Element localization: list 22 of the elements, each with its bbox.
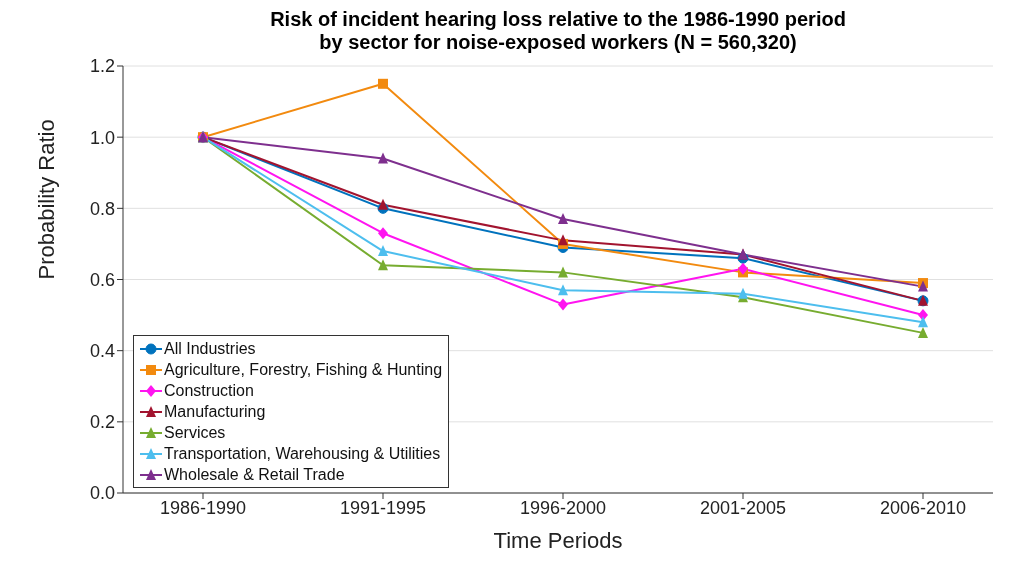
legend-label: Construction — [164, 381, 254, 400]
legend-label: Manufacturing — [164, 402, 266, 421]
y-tick-label: 0.2 — [89, 412, 115, 433]
y-tick-label: 0.0 — [89, 483, 115, 504]
x-tick-label: 1996-2000 — [519, 497, 607, 518]
y-tick-label: 1.0 — [89, 127, 115, 148]
x-axis-title: Time Periods — [493, 528, 623, 553]
legend-label: Wholesale & Retail Trade — [164, 465, 345, 484]
y-tick-label: 0.4 — [89, 341, 115, 362]
y-axis-title: Probability Ratio — [33, 119, 59, 280]
legend-label: Services — [164, 423, 226, 442]
y-tick-label: 0.8 — [89, 198, 115, 219]
x-tick-label: 2006-2010 — [879, 497, 967, 518]
y-tick-label: 1.2 — [89, 56, 115, 77]
x-tick-label: 1986-1990 — [159, 497, 247, 518]
y-tick-label: 0.6 — [89, 269, 115, 290]
legend-label: All Industries — [164, 339, 256, 358]
x-tick-label: 2001-2005 — [699, 497, 787, 518]
chart-title: Risk of incident hearing loss relative to the 1986-1990 period by sector for noise-exposed workers (N = 560,320) — [269, 8, 847, 54]
legend-label: Agriculture, Forestry, Fishing & Hunting — [164, 360, 443, 379]
legend-label: Transportation, Warehousing & Utilities — [164, 444, 441, 463]
x-tick-label: 1991-1995 — [339, 497, 427, 518]
